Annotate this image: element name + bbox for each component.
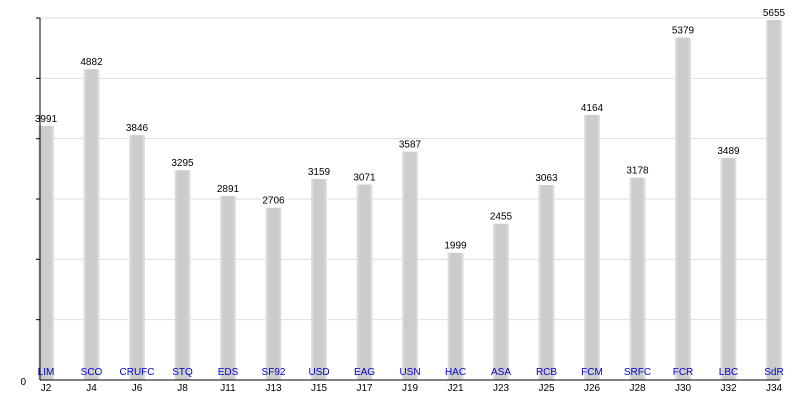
bar-value-label: 2891 bbox=[217, 184, 240, 195]
bar bbox=[493, 223, 509, 380]
bar bbox=[675, 37, 691, 381]
bar-name-label: STQ bbox=[172, 367, 193, 378]
bar-value-label: 1999 bbox=[444, 241, 467, 252]
x-tick-label: J34 bbox=[766, 383, 783, 394]
bar-name-label: LBC bbox=[719, 367, 738, 378]
x-tick-label: J17 bbox=[356, 383, 373, 394]
bar bbox=[83, 69, 100, 381]
bar-name-label: USD bbox=[308, 367, 329, 378]
bar bbox=[311, 178, 327, 380]
bar bbox=[174, 170, 191, 380]
y-tick-label: 0 bbox=[20, 377, 26, 388]
x-tick-label: J23 bbox=[493, 383, 510, 394]
bar-name-label: EAG bbox=[354, 367, 375, 378]
bar-value-label: 3178 bbox=[626, 166, 649, 177]
x-tick-label: J28 bbox=[629, 383, 646, 394]
x-tick-label: J11 bbox=[220, 383, 236, 394]
bar-name-label: ASA bbox=[491, 367, 511, 378]
x-tick-label: J25 bbox=[538, 383, 555, 394]
bars bbox=[38, 20, 782, 381]
bar bbox=[220, 195, 236, 380]
x-tick-label: J32 bbox=[720, 383, 737, 394]
bar-value-label: 3489 bbox=[717, 146, 740, 157]
bar bbox=[584, 114, 600, 380]
bar-value-label: 4882 bbox=[80, 57, 103, 68]
bar-value-label: 3991 bbox=[35, 114, 58, 125]
bar-name-label: CRUFC bbox=[120, 367, 155, 378]
bar-value-label: 3063 bbox=[535, 173, 558, 184]
x-tick-label: J4 bbox=[86, 383, 97, 394]
bar-name-label: LIM bbox=[38, 367, 55, 378]
bar-value-label: 3159 bbox=[308, 167, 331, 178]
x-tick-label: J15 bbox=[311, 383, 328, 394]
x-tick-label: J19 bbox=[402, 383, 419, 394]
bar-value-label: 3846 bbox=[126, 123, 149, 134]
bar bbox=[447, 252, 464, 380]
bar bbox=[629, 177, 646, 380]
bar-value-label: 2455 bbox=[490, 212, 513, 223]
x-tick-label: J21 bbox=[447, 383, 464, 394]
bar bbox=[38, 125, 54, 381]
bar-name-label: SdR bbox=[764, 367, 783, 378]
bar-value-label: 2706 bbox=[262, 196, 285, 207]
x-tick-label: J6 bbox=[132, 383, 143, 394]
bar bbox=[766, 20, 782, 380]
bar-value-label: 3587 bbox=[399, 140, 422, 151]
x-tick-label: J30 bbox=[675, 383, 692, 394]
bar-value-label: 3295 bbox=[171, 158, 194, 169]
bar-name-label: SF92 bbox=[262, 367, 286, 378]
bar-name-label: SRFC bbox=[624, 367, 651, 378]
x-tick-label: J13 bbox=[265, 383, 282, 394]
bar-value-label: 5655 bbox=[763, 8, 786, 19]
bar-value-label: 5379 bbox=[672, 26, 695, 37]
x-tick-label: J2 bbox=[41, 383, 52, 394]
bar-name-label: SCO bbox=[81, 367, 103, 378]
bar bbox=[265, 207, 282, 380]
x-tick-label: J26 bbox=[584, 383, 601, 394]
bar-name-label: FCM bbox=[581, 367, 603, 378]
axes bbox=[36, 17, 780, 381]
labels: 3991 LIM J2 4882 SCO J4 3846 CRUFC J6 3295 STQ J8 28… bbox=[20, 8, 785, 394]
bar-name-label: EDS bbox=[218, 367, 239, 378]
bar bbox=[129, 135, 145, 380]
bar bbox=[538, 185, 555, 380]
bar bbox=[402, 151, 418, 380]
bar-name-label: USN bbox=[399, 367, 420, 378]
bar bbox=[720, 157, 737, 380]
bar-name-label: FCR bbox=[673, 367, 694, 378]
bar bbox=[356, 184, 373, 380]
bar-value-label: 3071 bbox=[353, 172, 376, 183]
x-tick-label: J8 bbox=[177, 383, 188, 394]
bar-value-label: 4164 bbox=[581, 103, 604, 114]
bar-name-label: RCB bbox=[536, 367, 557, 378]
bar-name-label: HAC bbox=[445, 367, 466, 378]
